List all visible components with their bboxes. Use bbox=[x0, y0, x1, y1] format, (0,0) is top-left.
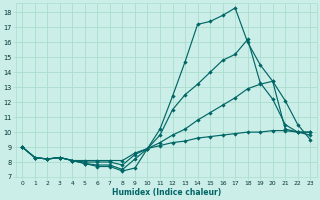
X-axis label: Humidex (Indice chaleur): Humidex (Indice chaleur) bbox=[112, 188, 221, 197]
